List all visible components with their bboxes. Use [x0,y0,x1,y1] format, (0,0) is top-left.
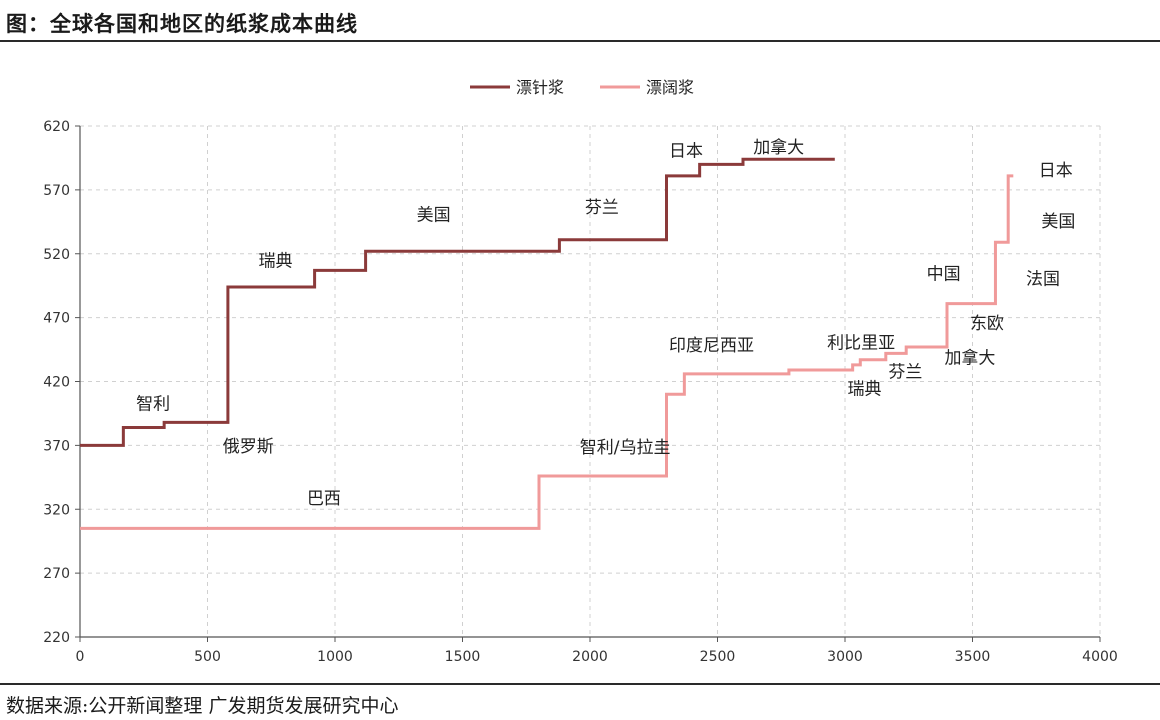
source-note: 数据来源:公开新闻整理 广发期货发展研究中心 [6,695,399,717]
y-tick-label: 220 [43,630,70,646]
x-tick-label: 500 [194,649,221,665]
footer: 数据来源:公开新闻整理 广发期货发展研究中心 [0,683,1160,720]
y-tick-label: 370 [43,438,70,454]
x-tick-label: 4000 [1082,649,1118,665]
annotation-label: 芬兰 [888,363,922,383]
y-tick-label: 420 [43,375,70,391]
y-tick-label: 320 [43,502,70,518]
y-tick-label: 520 [43,247,70,263]
legend-label-2: 漂阔浆 [646,78,694,97]
x-tick-label: 2500 [700,649,736,665]
annotation-label: 智利/乌拉圭 [580,438,671,458]
grid-lines [80,125,1101,637]
header: 图：全球各国和地区的纸浆成本曲线 [0,0,1160,42]
annotation-label: 加拿大 [753,137,804,158]
annotation-label: 智利 [136,395,170,415]
x-tick-label: 1000 [317,649,353,665]
annotation-label: 俄罗斯 [223,437,274,457]
series-lines [80,157,1014,530]
annotation-label: 印度尼西亚 [669,336,754,356]
legend: 漂针浆 漂阔浆 [470,78,694,97]
cost-curve-chart: 220 270 320 370 420 470 520 570 620 0 500 1000 1500 2… [43,78,1118,665]
annotation-label: 瑞典 [259,252,293,272]
chart-frame: 220 270 320 370 420 470 520 570 620 0 500 1000 1500 2… [0,42,1160,682]
x-tick-label: 3000 [827,649,863,665]
y-tick-label: 270 [43,566,70,582]
annotation-label: 日本 [669,142,703,162]
series-line-2 [80,174,1014,530]
annotation-label: 中国 [927,264,961,284]
legend-label-1: 漂针浆 [516,78,564,97]
annotation-label: 瑞典 [848,379,882,399]
annotation-label: 美国 [417,206,451,226]
annotation-label: 巴西 [307,489,341,509]
annotation-label: 加拿大 [944,348,995,369]
chart-title: 图：全球各国和地区的纸浆成本曲线 [6,12,358,36]
y-tick-label: 620 [43,119,70,135]
annotation-label: 芬兰 [585,198,619,218]
x-tick-label: 1500 [445,649,481,665]
x-tick-label: 3500 [955,649,991,665]
annotation-label: 美国 [1041,212,1075,232]
series-line-1 [80,157,835,447]
annotation-label: 利比里亚 [827,333,895,353]
annotation-label: 法国 [1026,269,1060,289]
y-tick-label: 470 [43,311,70,327]
x-tick-label: 2000 [572,649,608,665]
y-tick-label: 570 [43,183,70,199]
annotation-label: 东欧 [970,314,1004,334]
annotation-label: 日本 [1039,161,1073,181]
axes: 220 270 320 370 420 470 520 570 620 0 500 1000 1500 2… [43,119,1118,665]
x-tick-label: 0 [76,649,85,665]
